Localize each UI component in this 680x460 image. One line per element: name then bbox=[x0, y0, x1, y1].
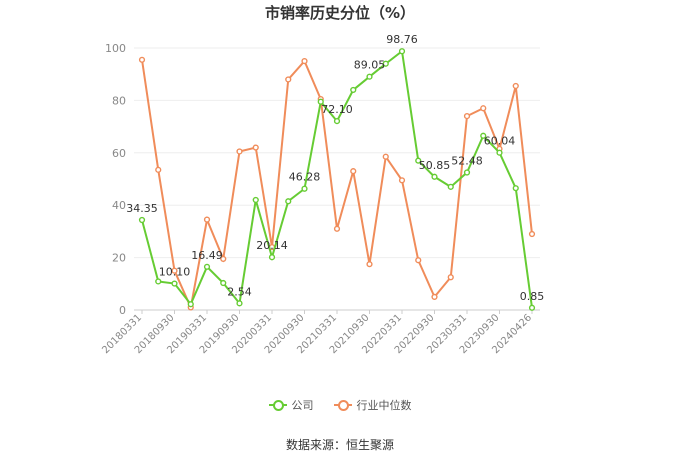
data-label: 0.85 bbox=[520, 290, 545, 303]
industry-median-point bbox=[447, 274, 454, 281]
data-label: 89.05 bbox=[354, 59, 386, 72]
data-label: 46.28 bbox=[289, 171, 321, 184]
industry-median-point bbox=[382, 153, 389, 160]
industry-median-point bbox=[252, 144, 259, 151]
company-point bbox=[301, 185, 308, 192]
data-label: 98.76 bbox=[386, 33, 418, 46]
y-tick-label: 100 bbox=[105, 42, 126, 55]
industry-median-point bbox=[301, 57, 308, 65]
company-point bbox=[398, 48, 406, 55]
company-point bbox=[528, 304, 536, 311]
company-point bbox=[155, 278, 162, 285]
industry-median-point bbox=[366, 261, 373, 268]
grid-lines bbox=[134, 47, 540, 311]
industry-median-point bbox=[480, 105, 487, 112]
legend: 公司 行业中位数 bbox=[0, 397, 680, 413]
industry-median-point bbox=[431, 293, 438, 301]
company-series-line bbox=[141, 49, 533, 308]
company-point bbox=[350, 86, 357, 94]
company-point bbox=[187, 301, 194, 308]
company-point bbox=[480, 132, 487, 139]
company-point bbox=[463, 169, 471, 176]
y-tick-label: 20 bbox=[112, 252, 126, 265]
y-tick-label: 80 bbox=[112, 94, 126, 107]
company-point bbox=[285, 198, 292, 205]
company-point bbox=[333, 117, 341, 125]
company-point bbox=[496, 149, 503, 156]
legend-item-company[interactable]: 公司 bbox=[268, 397, 314, 413]
y-tick-label: 40 bbox=[112, 199, 126, 212]
industry-median-point bbox=[203, 216, 211, 223]
company-point bbox=[252, 196, 259, 204]
data-label: 34.35 bbox=[126, 202, 158, 215]
industry-median-point bbox=[285, 76, 292, 83]
y-tick-label: 60 bbox=[112, 147, 126, 160]
industry-median-point bbox=[220, 255, 227, 263]
company-point bbox=[317, 98, 324, 105]
industry-median-point bbox=[171, 267, 178, 274]
data-label: 52.48 bbox=[451, 155, 483, 168]
data-label: 50.85 bbox=[419, 159, 451, 172]
legend-item-industry-median[interactable]: 行业中位数 bbox=[333, 397, 412, 413]
company-point bbox=[203, 263, 211, 270]
data-label: 2.54 bbox=[227, 285, 252, 298]
company-point bbox=[382, 60, 389, 67]
industry-median-series-line bbox=[141, 59, 533, 311]
company-point bbox=[236, 300, 243, 307]
data-label: 20.14 bbox=[256, 239, 288, 252]
industry-median-point bbox=[155, 166, 162, 173]
industry-median-point bbox=[398, 177, 406, 184]
company-point bbox=[415, 157, 422, 164]
company-point bbox=[220, 279, 227, 287]
industry-median-point bbox=[236, 148, 243, 155]
company-point bbox=[431, 173, 438, 180]
data-label: 10.10 bbox=[159, 266, 191, 279]
industry-median-point bbox=[528, 230, 536, 238]
data-label: 60.04 bbox=[484, 135, 516, 148]
chart-title: 市销率历史分位（%） bbox=[264, 4, 416, 22]
industry-median-point bbox=[138, 56, 146, 63]
legend-label: 公司 bbox=[291, 399, 314, 412]
industry-median-point bbox=[333, 225, 341, 232]
industry-median-point bbox=[350, 168, 357, 175]
data-label: 72.10 bbox=[321, 103, 353, 116]
y-tick-label: 0 bbox=[119, 304, 126, 317]
company-point bbox=[268, 254, 276, 261]
company-point bbox=[171, 280, 178, 287]
series-lines bbox=[138, 48, 536, 311]
industry-median-point bbox=[415, 257, 422, 264]
company-point bbox=[447, 183, 454, 190]
legend-marker-icon bbox=[268, 399, 287, 411]
legend-label: 行业中位数 bbox=[356, 399, 412, 412]
legend-marker-icon bbox=[333, 399, 352, 411]
industry-median-point bbox=[512, 82, 519, 90]
company-point bbox=[138, 216, 146, 224]
company-point bbox=[512, 185, 519, 192]
industry-median-point bbox=[463, 113, 471, 120]
data-label: 16.49 bbox=[191, 249, 223, 262]
company-point bbox=[366, 73, 373, 80]
source-note: 数据来源：恒生聚源 bbox=[285, 438, 394, 452]
